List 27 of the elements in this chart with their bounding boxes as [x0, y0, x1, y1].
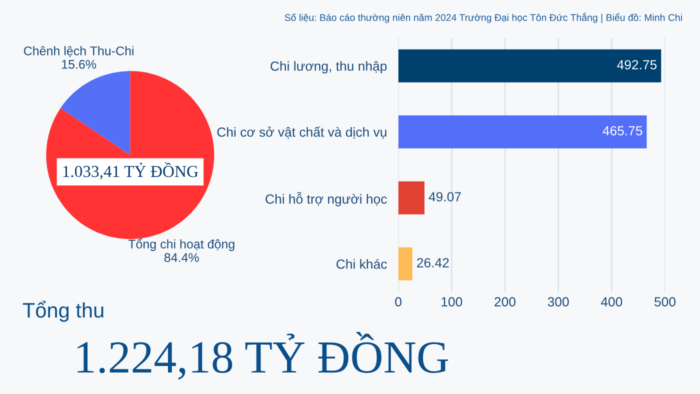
y-tick-label: Chi khác: [336, 258, 387, 269]
x-tick-label: 0: [395, 297, 402, 307]
text: Số liệu: Báo cáo thường niên năm 2024 Trường Đại học Tôn Đức Thắng | Biểu đồ: Minh Chi: [284, 12, 682, 23]
text: Tổng thu: [22, 300, 104, 322]
data-label: 492.75: [617, 60, 657, 70]
y-tick-label: Chi cơ sở vật chất và dịch vụ: [217, 126, 386, 139]
bar: [398, 181, 424, 214]
x-tick-label: 300: [548, 297, 569, 307]
text: 1.224,18 TỶ ĐỒNG: [78, 332, 448, 380]
slice-label: Chênh lệch Thu-Chi: [24, 46, 134, 58]
pie-slice: [60, 71, 130, 156]
x-tick-label: 100: [442, 297, 462, 307]
bar: [398, 247, 412, 280]
bar: [398, 49, 662, 82]
y-tick-label: Chi lương, thu nhập: [270, 61, 387, 74]
bar: [398, 115, 647, 148]
slice-label: Tổng chi hoạt động: [128, 238, 234, 251]
y-tick-label: Chi hỗ trợ người học: [266, 192, 387, 206]
x-tick-label: 200: [494, 297, 516, 307]
data-label: 26.42: [417, 258, 449, 268]
text: 1.033,41 TỶ ĐỒNG: [63, 162, 198, 180]
x-tick-label: 400: [600, 297, 622, 307]
data-label: 15.6%: [62, 60, 96, 69]
data-label: 465.75: [602, 126, 642, 136]
x-tick-label: 500: [654, 297, 676, 307]
data-label: 49.07: [428, 192, 461, 202]
data-label: 84.4%: [164, 253, 199, 262]
